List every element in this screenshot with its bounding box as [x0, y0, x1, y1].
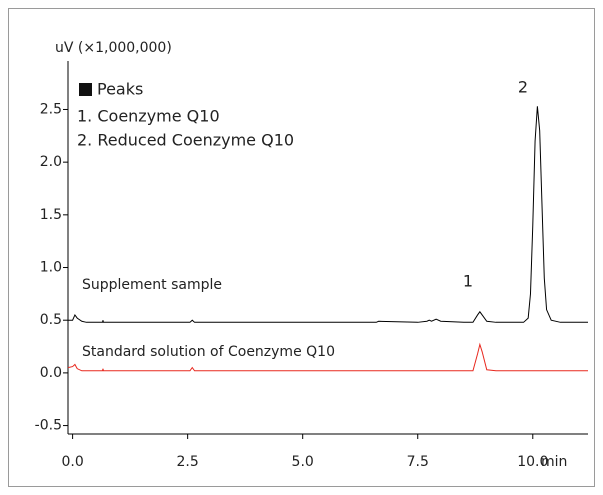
legend-square	[79, 83, 92, 96]
series-label: Standard solution of Coenzyme Q10	[82, 344, 335, 360]
legend-title: Peaks	[97, 80, 143, 99]
peak-label: 2	[518, 78, 528, 97]
series-label: Supplement sample	[82, 277, 222, 293]
y-tick-label: 1.5	[40, 207, 62, 223]
x-axis-label: min	[541, 454, 567, 470]
series-line	[68, 106, 588, 323]
y-tick-label: 1.0	[40, 260, 62, 276]
y-tick-label: 2.5	[40, 101, 62, 117]
x-tick-label: 5.0	[292, 454, 314, 470]
legend-item: 2. Reduced Coenzyme Q10	[77, 131, 294, 150]
frame	[8, 8, 595, 487]
peak-label: 1	[463, 272, 473, 291]
x-tick-label: 0.0	[61, 454, 83, 470]
y-tick-label: -0.5	[35, 418, 62, 434]
legend-item: 1. Coenzyme Q10	[77, 107, 220, 126]
x-tick-label: 7.5	[407, 454, 429, 470]
x-tick-label: 10.0	[517, 454, 548, 470]
y-tick-label: 0.0	[40, 365, 62, 381]
y-tick-label: 0.5	[40, 312, 62, 328]
series-line	[67, 342, 588, 372]
x-tick-label: 2.5	[177, 454, 199, 470]
y-tick-label: 2.0	[40, 154, 62, 170]
y-axis-label: uV (×1,000,000)	[55, 40, 172, 56]
